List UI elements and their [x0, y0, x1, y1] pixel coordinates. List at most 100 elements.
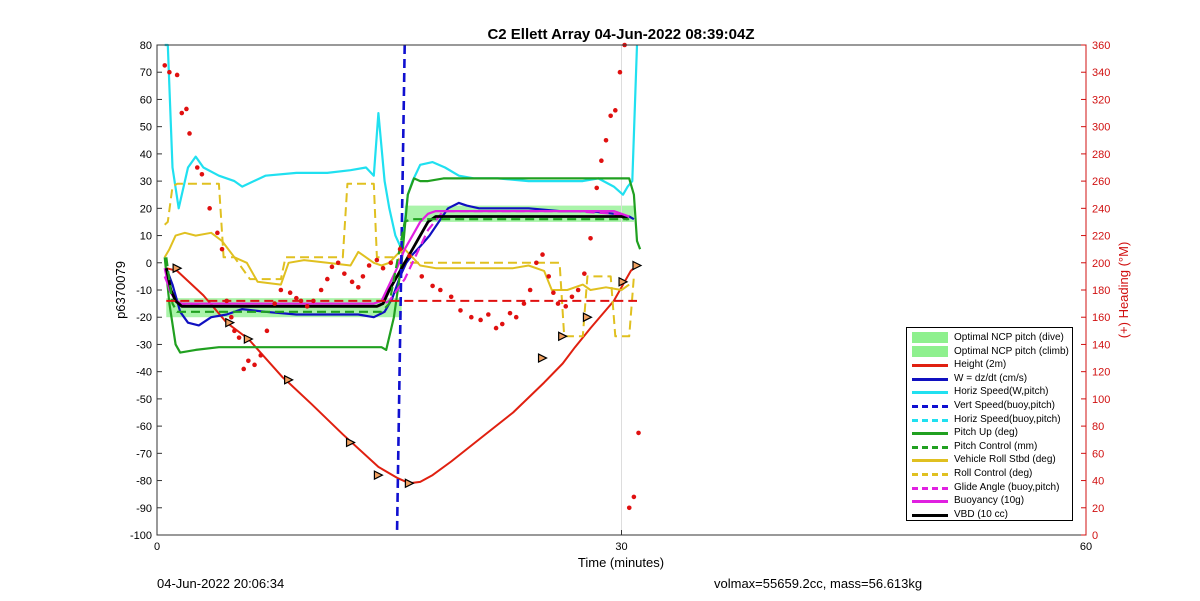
- heading-point: [215, 230, 220, 236]
- footer-timestamp: 04-Jun-2022 20:06:34: [157, 576, 285, 591]
- legend-swatch: [912, 418, 948, 422]
- heading-point: [608, 113, 613, 119]
- height-marker: [558, 331, 569, 342]
- legend-label: Roll Control (deg): [954, 468, 1033, 479]
- y-tick-label: 60: [140, 94, 152, 106]
- y-right-tick-label: 100: [1092, 394, 1110, 406]
- x-tick-label: 60: [1080, 541, 1092, 553]
- legend-swatch: [912, 332, 948, 343]
- heading-point: [232, 328, 237, 334]
- y-tick-label: -90: [136, 503, 152, 515]
- y-ticks: 80 70 60 50 40 30 20 10 0 -10 -20 -30 -40 -50 -60 -70 -8…: [130, 40, 162, 542]
- heading-point: [546, 274, 552, 279]
- legend-label: Buoyancy (10g): [954, 495, 1025, 507]
- height-marker: [373, 470, 384, 481]
- heading-point: [582, 271, 587, 276]
- heading-point: [617, 69, 623, 75]
- heading-point: [438, 287, 443, 293]
- height-marker: [582, 312, 593, 323]
- footer-vol-mass: volmax=55659.2cc, mass=56.613kg: [714, 576, 923, 591]
- heading-point: [458, 308, 463, 313]
- legend-swatch: [912, 513, 948, 517]
- legend-label: Pitch Up (deg): [954, 427, 1018, 439]
- legend-swatch: [912, 473, 948, 476]
- heading-point: [388, 260, 394, 266]
- heading-point: [448, 294, 454, 300]
- heading-point: [636, 430, 641, 436]
- series-vert: [395, 44, 406, 536]
- heading-point: [207, 206, 212, 211]
- legend-entry: Pitch Up (deg): [907, 426, 1072, 439]
- heading-point: [349, 279, 355, 285]
- y-right-tick-label: 240: [1092, 203, 1110, 215]
- legend-swatch: [912, 459, 948, 463]
- y-right-tick-label: 120: [1092, 367, 1110, 379]
- heading-point: [224, 298, 229, 304]
- legend-entry: Buoyancy (10g): [907, 494, 1072, 507]
- legend-label: Height (2m): [954, 359, 1007, 371]
- legend-entry: Pitch Control (mm): [907, 440, 1072, 453]
- heading-point: [355, 284, 361, 290]
- legend-label: Vert Speed(buoy,pitch): [954, 400, 1055, 411]
- height-marker: [172, 263, 183, 274]
- y-axis-label: p6370079: [113, 261, 128, 319]
- legend-label: W = dz/dt (cm/s): [954, 372, 1028, 384]
- legend-swatch: [912, 432, 948, 436]
- y-tick-label: 50: [140, 122, 152, 134]
- legend-swatch: [912, 445, 948, 449]
- marker-layer: [162, 42, 643, 511]
- height-marker: [243, 334, 254, 344]
- heading-point: [493, 325, 499, 331]
- heading-point: [329, 264, 335, 270]
- height-marker: [225, 317, 236, 328]
- heading-point: [287, 290, 293, 296]
- height-marker: [632, 260, 643, 271]
- legend-label: VBD (10 cc): [954, 508, 1008, 520]
- height-marker: [618, 276, 629, 287]
- legend-entry: Horiz Speed(W,pitch): [907, 385, 1072, 398]
- legend-entry: Optimal NCP pitch (climb): [907, 345, 1072, 358]
- heading-point: [374, 257, 380, 263]
- heading-point: [430, 283, 435, 289]
- y-tick-label: 70: [140, 67, 152, 79]
- heading-point: [304, 304, 310, 309]
- x-tick-label: 30: [615, 541, 627, 553]
- series-roll: [163, 231, 630, 291]
- heading-point: [236, 335, 242, 340]
- chart-title: C2 Ellett Array 04-Jun-2022 08:39:04Z: [487, 26, 754, 43]
- heading-point: [167, 69, 172, 75]
- heading-point: [575, 287, 581, 293]
- series-pitch: [163, 177, 642, 354]
- heading-point: [534, 260, 539, 266]
- y-tick-label: -10: [136, 285, 152, 297]
- heading-point: [311, 298, 316, 304]
- heading-point: [631, 494, 637, 500]
- heading-point: [599, 158, 604, 163]
- heading-point: [407, 253, 412, 259]
- heading-point: [555, 301, 561, 306]
- y-tick-label: 30: [140, 176, 152, 188]
- legend-swatch: [912, 500, 948, 504]
- heading-point: [187, 131, 192, 136]
- y-right-ticks: 3603403203002802602402202001801601401201…: [1081, 40, 1110, 542]
- heading-point: [298, 298, 304, 304]
- heading-point: [246, 358, 251, 364]
- heading-point: [252, 362, 257, 368]
- heading-point: [563, 304, 569, 309]
- y-right-tick-label: 280: [1092, 149, 1110, 161]
- y-right-tick-label: 20: [1092, 503, 1104, 515]
- height-marker: [345, 437, 356, 448]
- series-vbd: [164, 215, 629, 308]
- legend-entry: Optimal NCP pitch (dive): [907, 331, 1072, 344]
- y-tick-label: 20: [140, 203, 152, 215]
- heading-point: [521, 301, 527, 306]
- legend-entry: W = dz/dt (cm/s): [907, 372, 1072, 385]
- legend-entry: Glide Angle (buoy,pitch): [907, 481, 1072, 494]
- heading-point: [469, 314, 474, 320]
- heading-point: [272, 301, 277, 306]
- series-roll_ctl: [164, 182, 635, 338]
- y-right-tick-label: 360: [1092, 40, 1110, 52]
- heading-point: [603, 137, 609, 143]
- y-right-tick-label: 260: [1092, 176, 1110, 188]
